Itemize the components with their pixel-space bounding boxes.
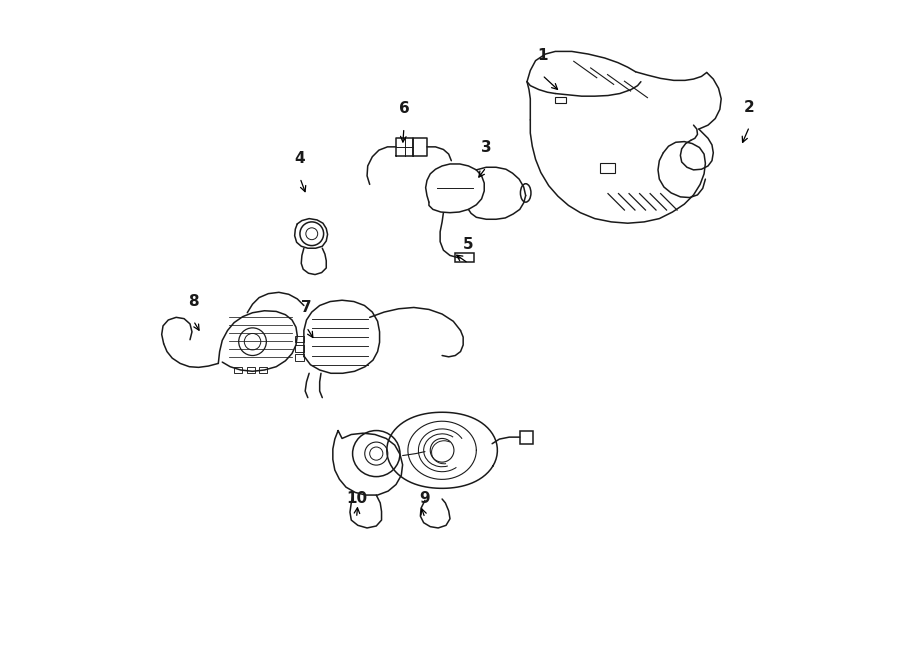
Text: 8: 8: [188, 293, 199, 309]
Bar: [294, 345, 304, 352]
Bar: [248, 367, 256, 373]
Bar: [520, 430, 533, 444]
Text: 7: 7: [302, 300, 311, 315]
Bar: [294, 336, 304, 342]
Text: 2: 2: [744, 100, 755, 114]
Bar: [455, 253, 473, 262]
Text: 5: 5: [464, 237, 473, 252]
Text: 1: 1: [537, 48, 547, 63]
Text: 9: 9: [419, 491, 430, 506]
Bar: [259, 367, 267, 373]
Bar: [555, 97, 566, 103]
Bar: [294, 354, 304, 361]
Text: 3: 3: [481, 140, 491, 155]
Text: 10: 10: [346, 491, 367, 506]
Bar: [234, 367, 242, 373]
Text: 4: 4: [294, 151, 305, 166]
Text: 6: 6: [399, 101, 410, 116]
Bar: [600, 163, 615, 173]
